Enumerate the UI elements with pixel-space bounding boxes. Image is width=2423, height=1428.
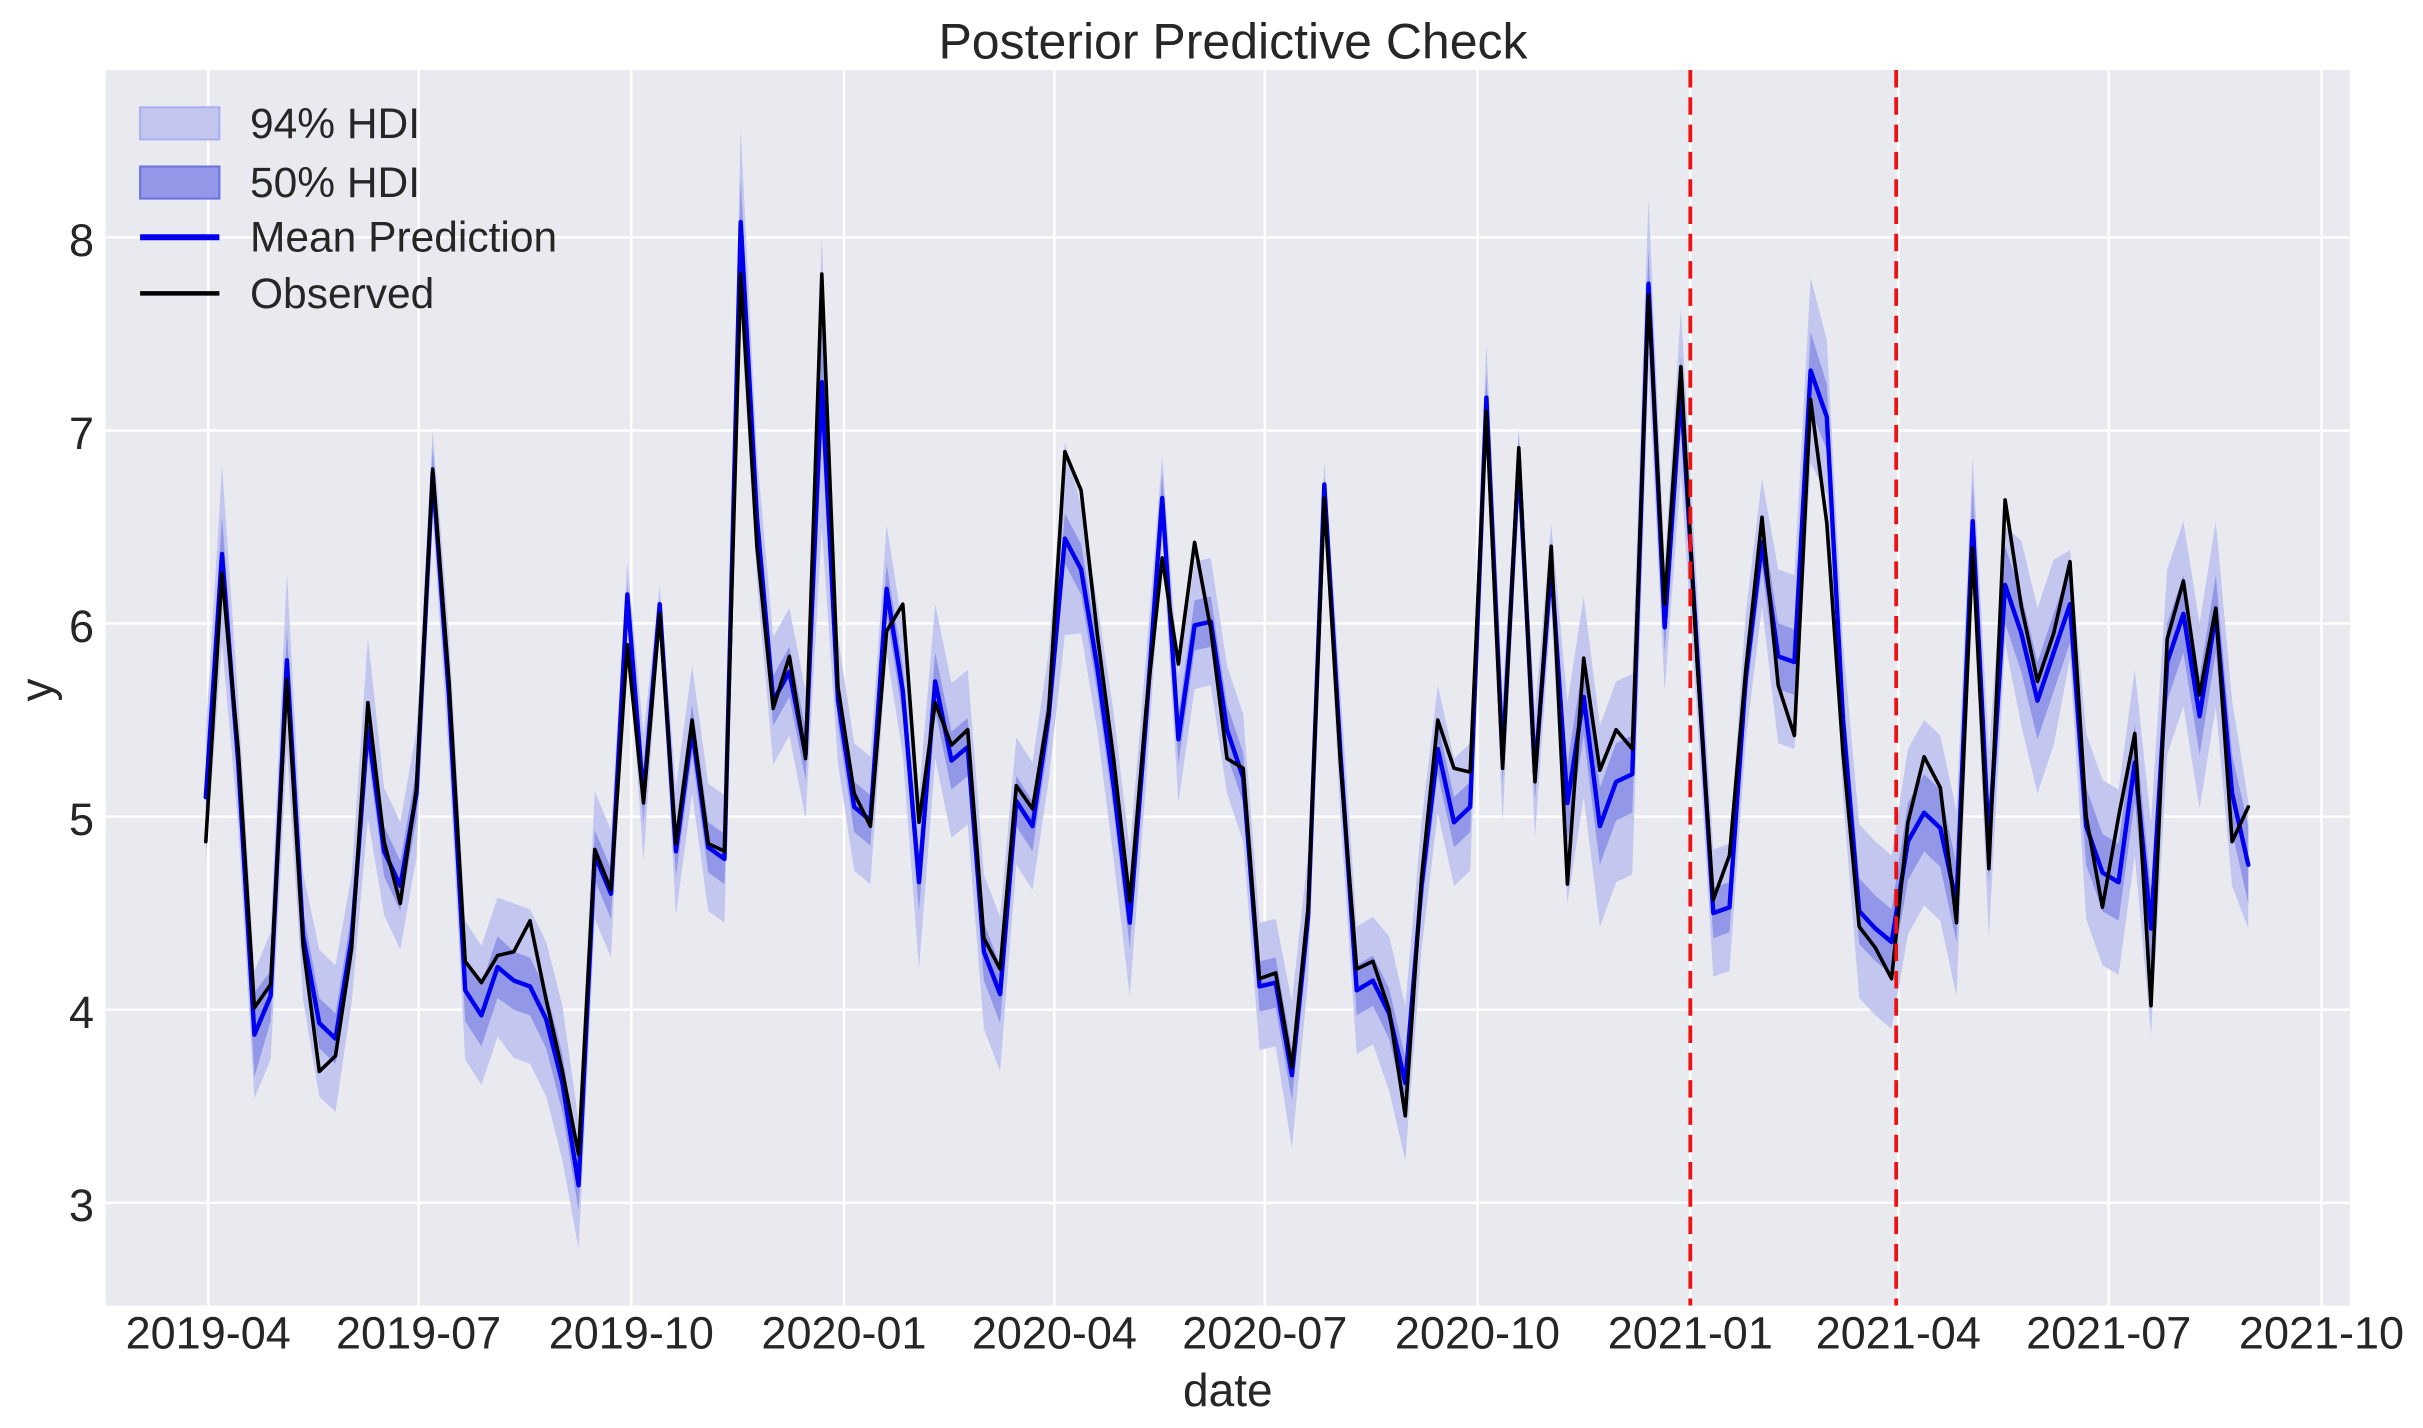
svg-text:2019-04: 2019-04: [126, 1308, 291, 1359]
svg-text:2019-10: 2019-10: [549, 1308, 714, 1359]
svg-text:3: 3: [69, 1180, 94, 1231]
svg-text:2019-07: 2019-07: [336, 1308, 501, 1359]
svg-text:2021-07: 2021-07: [2026, 1308, 2191, 1359]
svg-text:Observed: Observed: [250, 271, 434, 318]
svg-text:4: 4: [69, 987, 94, 1038]
svg-text:date: date: [1183, 1364, 1273, 1416]
svg-text:5: 5: [69, 794, 94, 845]
svg-text:8: 8: [69, 215, 94, 266]
svg-text:2021-04: 2021-04: [1816, 1308, 1981, 1359]
svg-text:2020-07: 2020-07: [1182, 1308, 1347, 1359]
svg-text:y: y: [11, 679, 63, 702]
svg-text:6: 6: [69, 601, 94, 652]
svg-text:7: 7: [69, 408, 94, 459]
svg-text:2020-10: 2020-10: [1395, 1308, 1560, 1359]
svg-text:50% HDI: 50% HDI: [250, 160, 420, 207]
svg-text:Mean Prediction: Mean Prediction: [250, 215, 557, 262]
svg-text:Posterior Predictive Check: Posterior Predictive Check: [938, 14, 1528, 70]
svg-text:2020-04: 2020-04: [972, 1308, 1137, 1359]
svg-text:94% HDI: 94% HDI: [250, 101, 420, 148]
svg-text:2021-10: 2021-10: [2239, 1308, 2404, 1359]
svg-text:2020-01: 2020-01: [761, 1308, 926, 1359]
svg-text:2021-01: 2021-01: [1608, 1308, 1773, 1359]
